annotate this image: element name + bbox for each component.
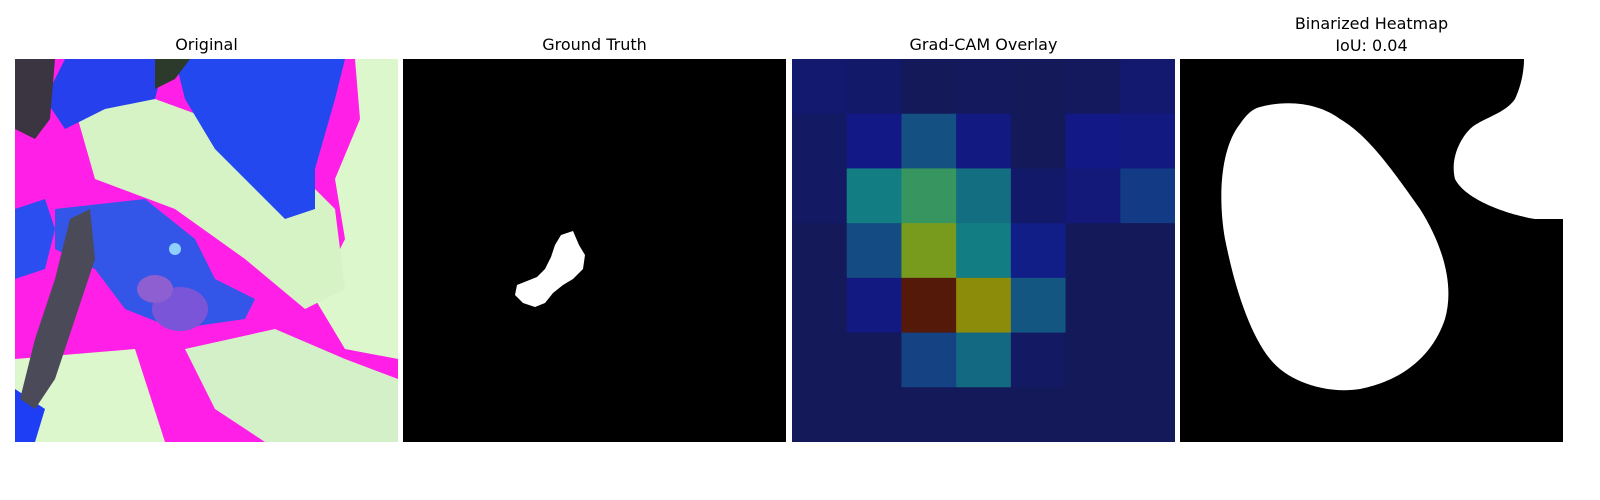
gradcam-cell bbox=[846, 59, 902, 115]
binarized-mask bbox=[1180, 59, 1563, 442]
binarized-panel: Binarized Heatmap IoU: 0.04 bbox=[1180, 0, 1563, 500]
original-panel: Original bbox=[15, 0, 398, 500]
original-title: Original bbox=[175, 35, 238, 54]
gradcam-cell bbox=[792, 223, 848, 279]
gradcam-overlay bbox=[792, 59, 1175, 442]
gradcam-cell bbox=[901, 113, 957, 169]
gradcam-cell bbox=[792, 113, 848, 169]
binarized-title: Binarized Heatmap bbox=[1294, 14, 1449, 33]
gradcam-cell bbox=[1120, 59, 1175, 115]
gradcam-cell bbox=[1120, 168, 1175, 224]
gradcam-cell bbox=[1120, 387, 1175, 442]
gradcam-cell bbox=[1120, 277, 1175, 334]
gradcam-cell bbox=[1010, 332, 1067, 388]
gradcam-cell bbox=[1010, 277, 1067, 334]
gradcam-cell bbox=[1065, 59, 1121, 115]
gradcam-cell bbox=[1120, 113, 1175, 169]
gradcam-cell bbox=[901, 59, 957, 115]
gradcam-cell bbox=[792, 168, 848, 224]
iou-label: IoU: 0.04 bbox=[1335, 36, 1408, 55]
gradcam-cell bbox=[846, 223, 902, 279]
gradcam-cell bbox=[846, 387, 902, 442]
binarized-blob-main bbox=[1221, 103, 1449, 391]
gradcam-cell bbox=[1010, 168, 1067, 224]
gradcam-cell bbox=[792, 59, 848, 115]
gradcam-panel: Grad-CAM Overlay bbox=[792, 0, 1175, 500]
gradcam-cell bbox=[1120, 223, 1175, 279]
gradcam-cell bbox=[1065, 277, 1121, 334]
ground-truth-mask bbox=[403, 59, 786, 442]
gradcam-cell bbox=[956, 113, 1012, 169]
gradcam-cell bbox=[1010, 59, 1067, 115]
gradcam-cell bbox=[846, 168, 902, 224]
gradcam-cell bbox=[846, 113, 902, 169]
gradcam-cell bbox=[1065, 168, 1121, 224]
gradcam-cell bbox=[956, 168, 1012, 224]
binarized-blob-corner bbox=[1453, 59, 1563, 219]
gradcam-cell bbox=[1010, 223, 1067, 279]
gradcam-cell bbox=[846, 277, 902, 334]
gradcam-cell bbox=[1065, 387, 1121, 442]
gradcam-cell bbox=[1120, 332, 1175, 388]
gradcam-cell bbox=[1065, 223, 1121, 279]
gradcam-cell bbox=[1065, 113, 1121, 169]
gradcam-title: Grad-CAM Overlay bbox=[909, 35, 1058, 54]
gradcam-cell bbox=[901, 168, 957, 224]
gradcam-cell bbox=[901, 223, 957, 279]
gradcam-cell bbox=[1065, 332, 1121, 388]
gradcam-cell bbox=[956, 277, 1012, 334]
ground-truth-panel: Ground Truth bbox=[403, 0, 786, 500]
ground-truth-blob bbox=[515, 231, 585, 307]
gradcam-cell bbox=[901, 277, 957, 334]
gradcam-cell bbox=[1010, 113, 1067, 169]
ground-truth-title: Ground Truth bbox=[542, 35, 647, 54]
gradcam-cell bbox=[792, 332, 848, 388]
gradcam-cell bbox=[956, 387, 1012, 442]
gradcam-cell bbox=[792, 387, 848, 442]
gradcam-cell bbox=[901, 387, 957, 442]
gradcam-cell bbox=[956, 332, 1012, 388]
gradcam-cell bbox=[956, 223, 1012, 279]
gradcam-cell bbox=[846, 332, 902, 388]
gradcam-cell bbox=[901, 332, 957, 388]
original-image bbox=[15, 59, 398, 442]
gradcam-cell bbox=[956, 59, 1012, 115]
gradcam-cell bbox=[1010, 387, 1067, 442]
gradcam-cell bbox=[792, 277, 848, 334]
